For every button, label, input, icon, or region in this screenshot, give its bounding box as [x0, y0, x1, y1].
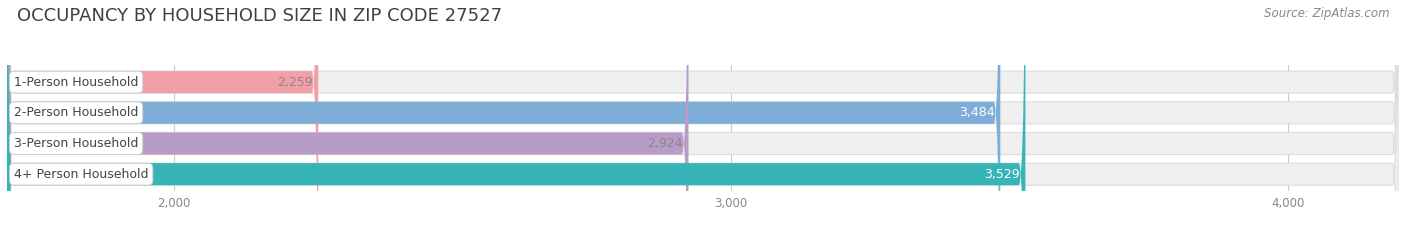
Text: 4+ Person Household: 4+ Person Household — [14, 168, 149, 181]
FancyBboxPatch shape — [7, 0, 1399, 233]
FancyBboxPatch shape — [7, 0, 1399, 233]
FancyBboxPatch shape — [7, 0, 1025, 233]
FancyBboxPatch shape — [7, 0, 1399, 233]
Text: 2,259: 2,259 — [277, 76, 312, 89]
Text: 3,529: 3,529 — [984, 168, 1019, 181]
Text: Source: ZipAtlas.com: Source: ZipAtlas.com — [1264, 7, 1389, 20]
FancyBboxPatch shape — [7, 0, 1000, 233]
Text: OCCUPANCY BY HOUSEHOLD SIZE IN ZIP CODE 27527: OCCUPANCY BY HOUSEHOLD SIZE IN ZIP CODE … — [17, 7, 502, 25]
Text: 3,484: 3,484 — [959, 106, 995, 119]
Text: 2-Person Household: 2-Person Household — [14, 106, 138, 119]
FancyBboxPatch shape — [7, 0, 1399, 233]
Text: 1-Person Household: 1-Person Household — [14, 76, 138, 89]
Text: 3-Person Household: 3-Person Household — [14, 137, 138, 150]
Text: 2,924: 2,924 — [647, 137, 683, 150]
FancyBboxPatch shape — [7, 0, 318, 233]
FancyBboxPatch shape — [7, 0, 689, 233]
